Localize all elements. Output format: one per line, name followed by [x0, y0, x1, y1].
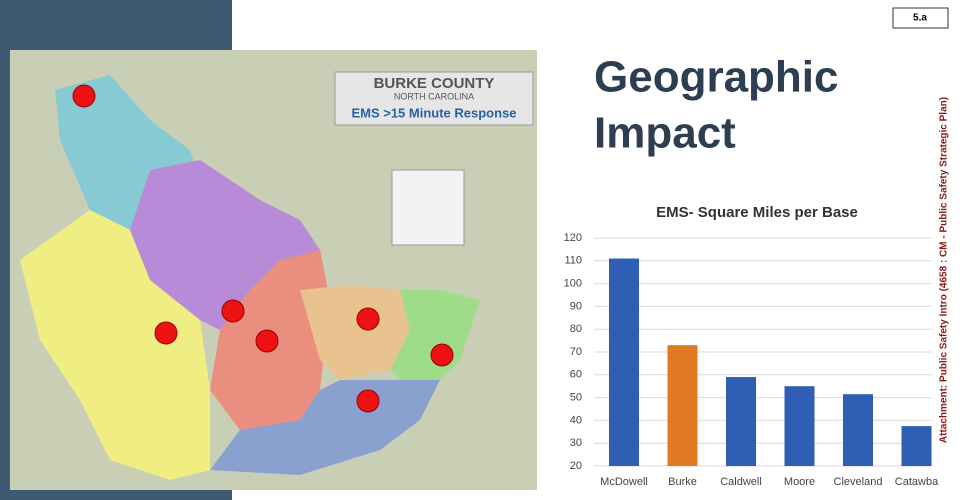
x-tick-label: Caldwell [720, 476, 762, 488]
x-tick-label: Moore [784, 476, 815, 488]
map: BURKE COUNTY NORTH CAROLINA EMS >15 Minu… [10, 50, 537, 490]
map-subtitle: NORTH CAROLINA [394, 91, 474, 101]
map-title: BURKE COUNTY [374, 75, 495, 92]
bar [843, 394, 873, 466]
bar [784, 386, 815, 466]
heading-line: Geographic [594, 53, 839, 102]
bar [609, 258, 639, 466]
x-tick-label: Cleveland [834, 476, 883, 488]
y-tick-label: 110 [564, 255, 582, 267]
bar [726, 377, 756, 466]
map-caption: EMS >15 Minute Response [351, 105, 516, 120]
y-tick-label: 90 [570, 300, 582, 312]
y-tick-label: 60 [570, 369, 582, 381]
tag: 5.a [913, 13, 927, 24]
y-tick-label: 30 [570, 437, 582, 449]
chart-title: EMS- Square Miles per Base [656, 204, 858, 221]
tag-box [892, 7, 949, 29]
attachment-note: Attachment: Public Safety Intro (4658 : … [939, 97, 950, 443]
heading-line: Impact [594, 109, 736, 158]
y-tick-label: 100 [564, 278, 582, 290]
y-tick-label: 80 [570, 323, 582, 335]
y-tick-label: 40 [570, 414, 582, 426]
y-tick-label: 70 [570, 346, 582, 358]
x-tick-label: McDowell [600, 476, 648, 488]
y-tick-label: 20 [570, 460, 582, 472]
bar [901, 426, 932, 466]
y-tick-label: 50 [570, 392, 582, 404]
y-tick-label: 120 [564, 232, 582, 244]
bar [667, 345, 698, 466]
x-tick-label: Catawba [895, 476, 939, 488]
x-tick-label: Burke [668, 476, 697, 488]
